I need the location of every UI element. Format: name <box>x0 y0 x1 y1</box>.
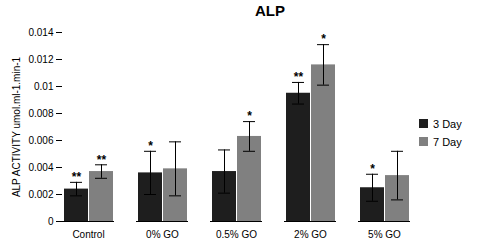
svg-text:0.5% GO: 0.5% GO <box>216 229 257 240</box>
svg-text:0: 0 <box>48 216 54 227</box>
svg-text:**: ** <box>294 70 304 84</box>
svg-text:5% GO: 5% GO <box>368 229 401 240</box>
svg-text:0.01: 0.01 <box>34 81 54 92</box>
html-text:ALP: ALP <box>255 2 285 19</box>
svg-text:*: * <box>247 109 252 123</box>
svg-text:0.008: 0.008 <box>28 108 53 119</box>
html-text:3 Day: 3 Day <box>433 117 462 130</box>
svg-text:*: * <box>370 162 375 176</box>
html-text:7 Day: 7 Day <box>433 135 462 148</box>
svg-text:Control: Control <box>72 229 104 240</box>
svg-text:0.012: 0.012 <box>28 54 53 65</box>
svg-text:0.006: 0.006 <box>28 135 53 146</box>
svg-text:**: ** <box>72 170 82 184</box>
svg-text:2% GO: 2% GO <box>294 229 327 240</box>
svg-text:*: * <box>321 32 326 46</box>
svg-text:0.014: 0.014 <box>28 27 53 38</box>
svg-text:0.004: 0.004 <box>28 162 53 173</box>
svg-text:ALP ACTIVITY umol.ml-1.min-1: ALP ACTIVITY umol.ml-1.min-1 <box>11 56 22 197</box>
svg-text:0% GO: 0% GO <box>146 229 179 240</box>
svg-text:0.002: 0.002 <box>28 189 53 200</box>
svg-text:**: ** <box>97 153 107 167</box>
svg-text:*: * <box>148 139 153 153</box>
